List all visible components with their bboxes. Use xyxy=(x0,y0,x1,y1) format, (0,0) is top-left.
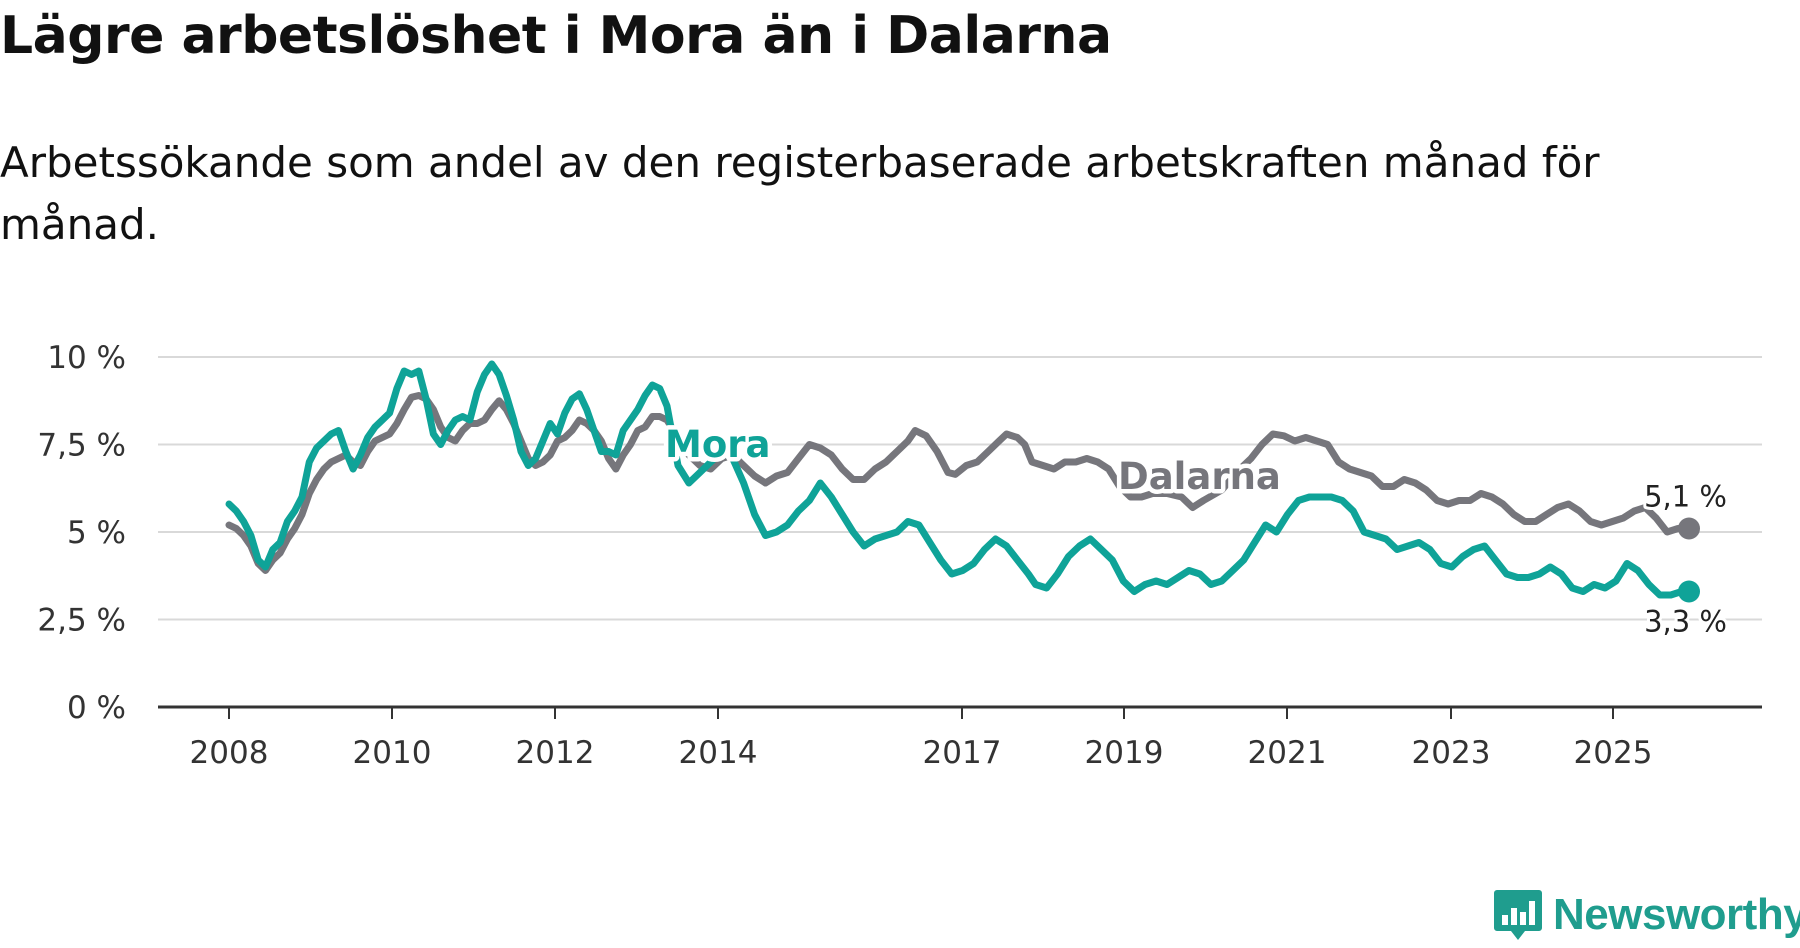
end-value-label-mora: 3,3 % xyxy=(1644,605,1727,639)
chart-title: Lägre arbetslöshet i Mora än i Dalarna xyxy=(0,6,1112,66)
x-tick-label: 2014 xyxy=(679,735,758,771)
x-tick-label: 2021 xyxy=(1248,735,1327,771)
x-tick-label: 2017 xyxy=(923,735,1002,771)
series-labels: 5,1 % 3,3 % Mora Dalarna xyxy=(661,419,1731,642)
gridlines xyxy=(158,356,1762,621)
newsworthy-logo: Newsworthy xyxy=(1493,888,1800,942)
y-tick-label: 10 % xyxy=(47,340,126,376)
y-axis-ticks: 0 % 2,5 % 5 % 7,5 % 10 % xyxy=(37,340,126,726)
x-tick-label: 2012 xyxy=(516,735,595,771)
x-tick-label: 2010 xyxy=(353,735,432,771)
y-tick-label: 5 % xyxy=(67,515,126,551)
x-tick-label: 2008 xyxy=(190,735,269,771)
x-tick-label: 2025 xyxy=(1574,735,1653,771)
series-line-mora xyxy=(225,360,1693,599)
y-tick-label: 7,5 % xyxy=(37,428,126,464)
end-point-dalarna xyxy=(1678,517,1700,540)
x-axis-ticks: 2008 2010 2012 2014 2017 2019 2021 2023 2025 xyxy=(190,707,1653,771)
series-label-mora: Mora xyxy=(665,423,770,466)
x-tick-label: 2019 xyxy=(1085,735,1164,771)
series-line-dalarna xyxy=(225,392,1693,574)
series-label-dalarna: Dalarna xyxy=(1118,455,1281,498)
y-tick-label: 2,5 % xyxy=(37,603,126,639)
series-lines xyxy=(225,360,1700,603)
brand-name: Newsworthy xyxy=(1553,890,1800,939)
chart-subtitle: Arbetssökande som andel av den registerb… xyxy=(0,138,1600,249)
end-value-label-dalarna: 5,1 % xyxy=(1644,480,1727,514)
y-tick-label: 0 % xyxy=(67,690,126,726)
newsworthy-chart-icon xyxy=(1494,890,1542,940)
x-tick-label: 2023 xyxy=(1412,735,1491,771)
end-point-mora xyxy=(1678,580,1700,603)
